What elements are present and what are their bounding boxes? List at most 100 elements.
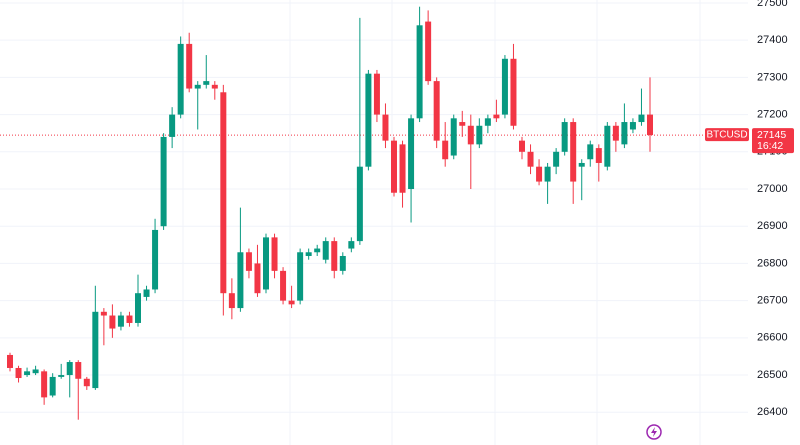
candle-body <box>331 241 338 271</box>
candle-body <box>425 21 432 82</box>
candle-body <box>493 114 500 119</box>
last-price-label: 27145 <box>757 129 786 141</box>
candle-body <box>561 122 568 152</box>
candle-body <box>126 315 133 323</box>
candle-body <box>194 84 201 89</box>
candle-body <box>117 315 124 327</box>
candle-body <box>595 148 602 163</box>
candle-body <box>32 369 39 374</box>
candle-body <box>408 118 415 190</box>
candle-body <box>271 237 278 271</box>
candle-body <box>501 58 508 115</box>
y-tick-label: 27400 <box>757 34 788 46</box>
candle-body <box>399 144 406 193</box>
candle-body <box>382 114 389 141</box>
symbol-label: BTCUSD <box>706 130 747 141</box>
candle-body <box>519 140 525 152</box>
y-tick-label: 27500 <box>757 0 788 9</box>
y-tick-label: 27300 <box>757 71 788 83</box>
candle-body <box>442 140 449 160</box>
candle-body <box>612 125 619 141</box>
candle-body <box>100 311 107 316</box>
candle-body <box>263 237 269 290</box>
y-tick-label: 26900 <box>757 220 788 232</box>
lightning-icon[interactable] <box>646 424 662 440</box>
candle-body <box>109 315 116 329</box>
candle-body <box>553 151 560 167</box>
candle-body <box>365 73 372 167</box>
candle-body <box>228 293 235 309</box>
y-tick-label: 27000 <box>757 183 788 195</box>
candle-body <box>143 289 150 297</box>
candle-body <box>49 376 56 396</box>
candle-body <box>305 252 312 256</box>
candle-body <box>15 367 22 379</box>
candle-body <box>211 84 218 89</box>
candle-body <box>348 241 355 249</box>
candle-body <box>339 255 346 271</box>
candle-body <box>160 136 167 227</box>
candle-body <box>280 270 287 301</box>
candle-body <box>322 241 329 260</box>
y-tick-label: 26600 <box>757 332 788 344</box>
candle-body <box>356 166 363 242</box>
candle-body <box>237 252 244 309</box>
candle-body <box>186 43 193 89</box>
y-tick-label: 26800 <box>757 257 788 269</box>
y-tick-label: 26400 <box>757 406 788 418</box>
candle-body <box>604 125 611 167</box>
candle-body <box>510 58 517 126</box>
candle-body <box>7 354 13 368</box>
time-grid <box>182 0 701 445</box>
candle-body <box>75 362 82 379</box>
candle-body <box>41 371 48 398</box>
y-tick-label: 26700 <box>757 295 788 307</box>
price-grid <box>0 2 748 413</box>
candle-body <box>254 263 261 294</box>
candle-body <box>527 151 534 167</box>
price-badge <box>752 128 794 154</box>
candle-body <box>578 162 585 167</box>
candle-body <box>152 229 159 290</box>
candle-body <box>416 25 423 119</box>
candle-body <box>484 118 491 126</box>
candles <box>7 6 653 420</box>
icon-circle[interactable] <box>646 424 662 440</box>
candle-body <box>433 81 440 141</box>
candle-body <box>203 81 210 85</box>
candle-body <box>297 252 304 301</box>
candle-body <box>544 166 551 182</box>
candle-body <box>391 140 397 193</box>
candle-body <box>58 375 65 377</box>
candle-body <box>450 118 457 156</box>
candle-body <box>220 92 227 294</box>
symbol-badge <box>705 128 749 142</box>
candle-body <box>467 125 474 145</box>
candle-body <box>245 252 252 271</box>
candle-body <box>373 73 380 115</box>
y-tick-label: 27200 <box>757 109 788 121</box>
candle-body <box>24 371 31 376</box>
icon-bolt[interactable] <box>651 427 657 437</box>
candle-body <box>169 114 176 137</box>
candle-body <box>288 300 295 305</box>
candle-body <box>647 114 653 136</box>
candle-body <box>570 122 577 182</box>
candle-body <box>83 378 90 387</box>
candle-body <box>459 122 466 126</box>
candle-body <box>587 144 594 160</box>
countdown-label: 16:42 <box>757 140 783 152</box>
candle-body <box>629 122 636 130</box>
last-price: BTCUSD 27145 16:42 <box>705 128 794 154</box>
candle-body <box>135 293 141 323</box>
candle-body <box>314 248 321 253</box>
candle-body <box>476 125 483 145</box>
candle-body <box>92 311 99 389</box>
candle-body <box>621 122 628 145</box>
y-tick-label: 26500 <box>757 369 788 381</box>
candle-body <box>638 114 645 123</box>
candle-body <box>177 43 184 115</box>
candle-body <box>66 362 73 376</box>
